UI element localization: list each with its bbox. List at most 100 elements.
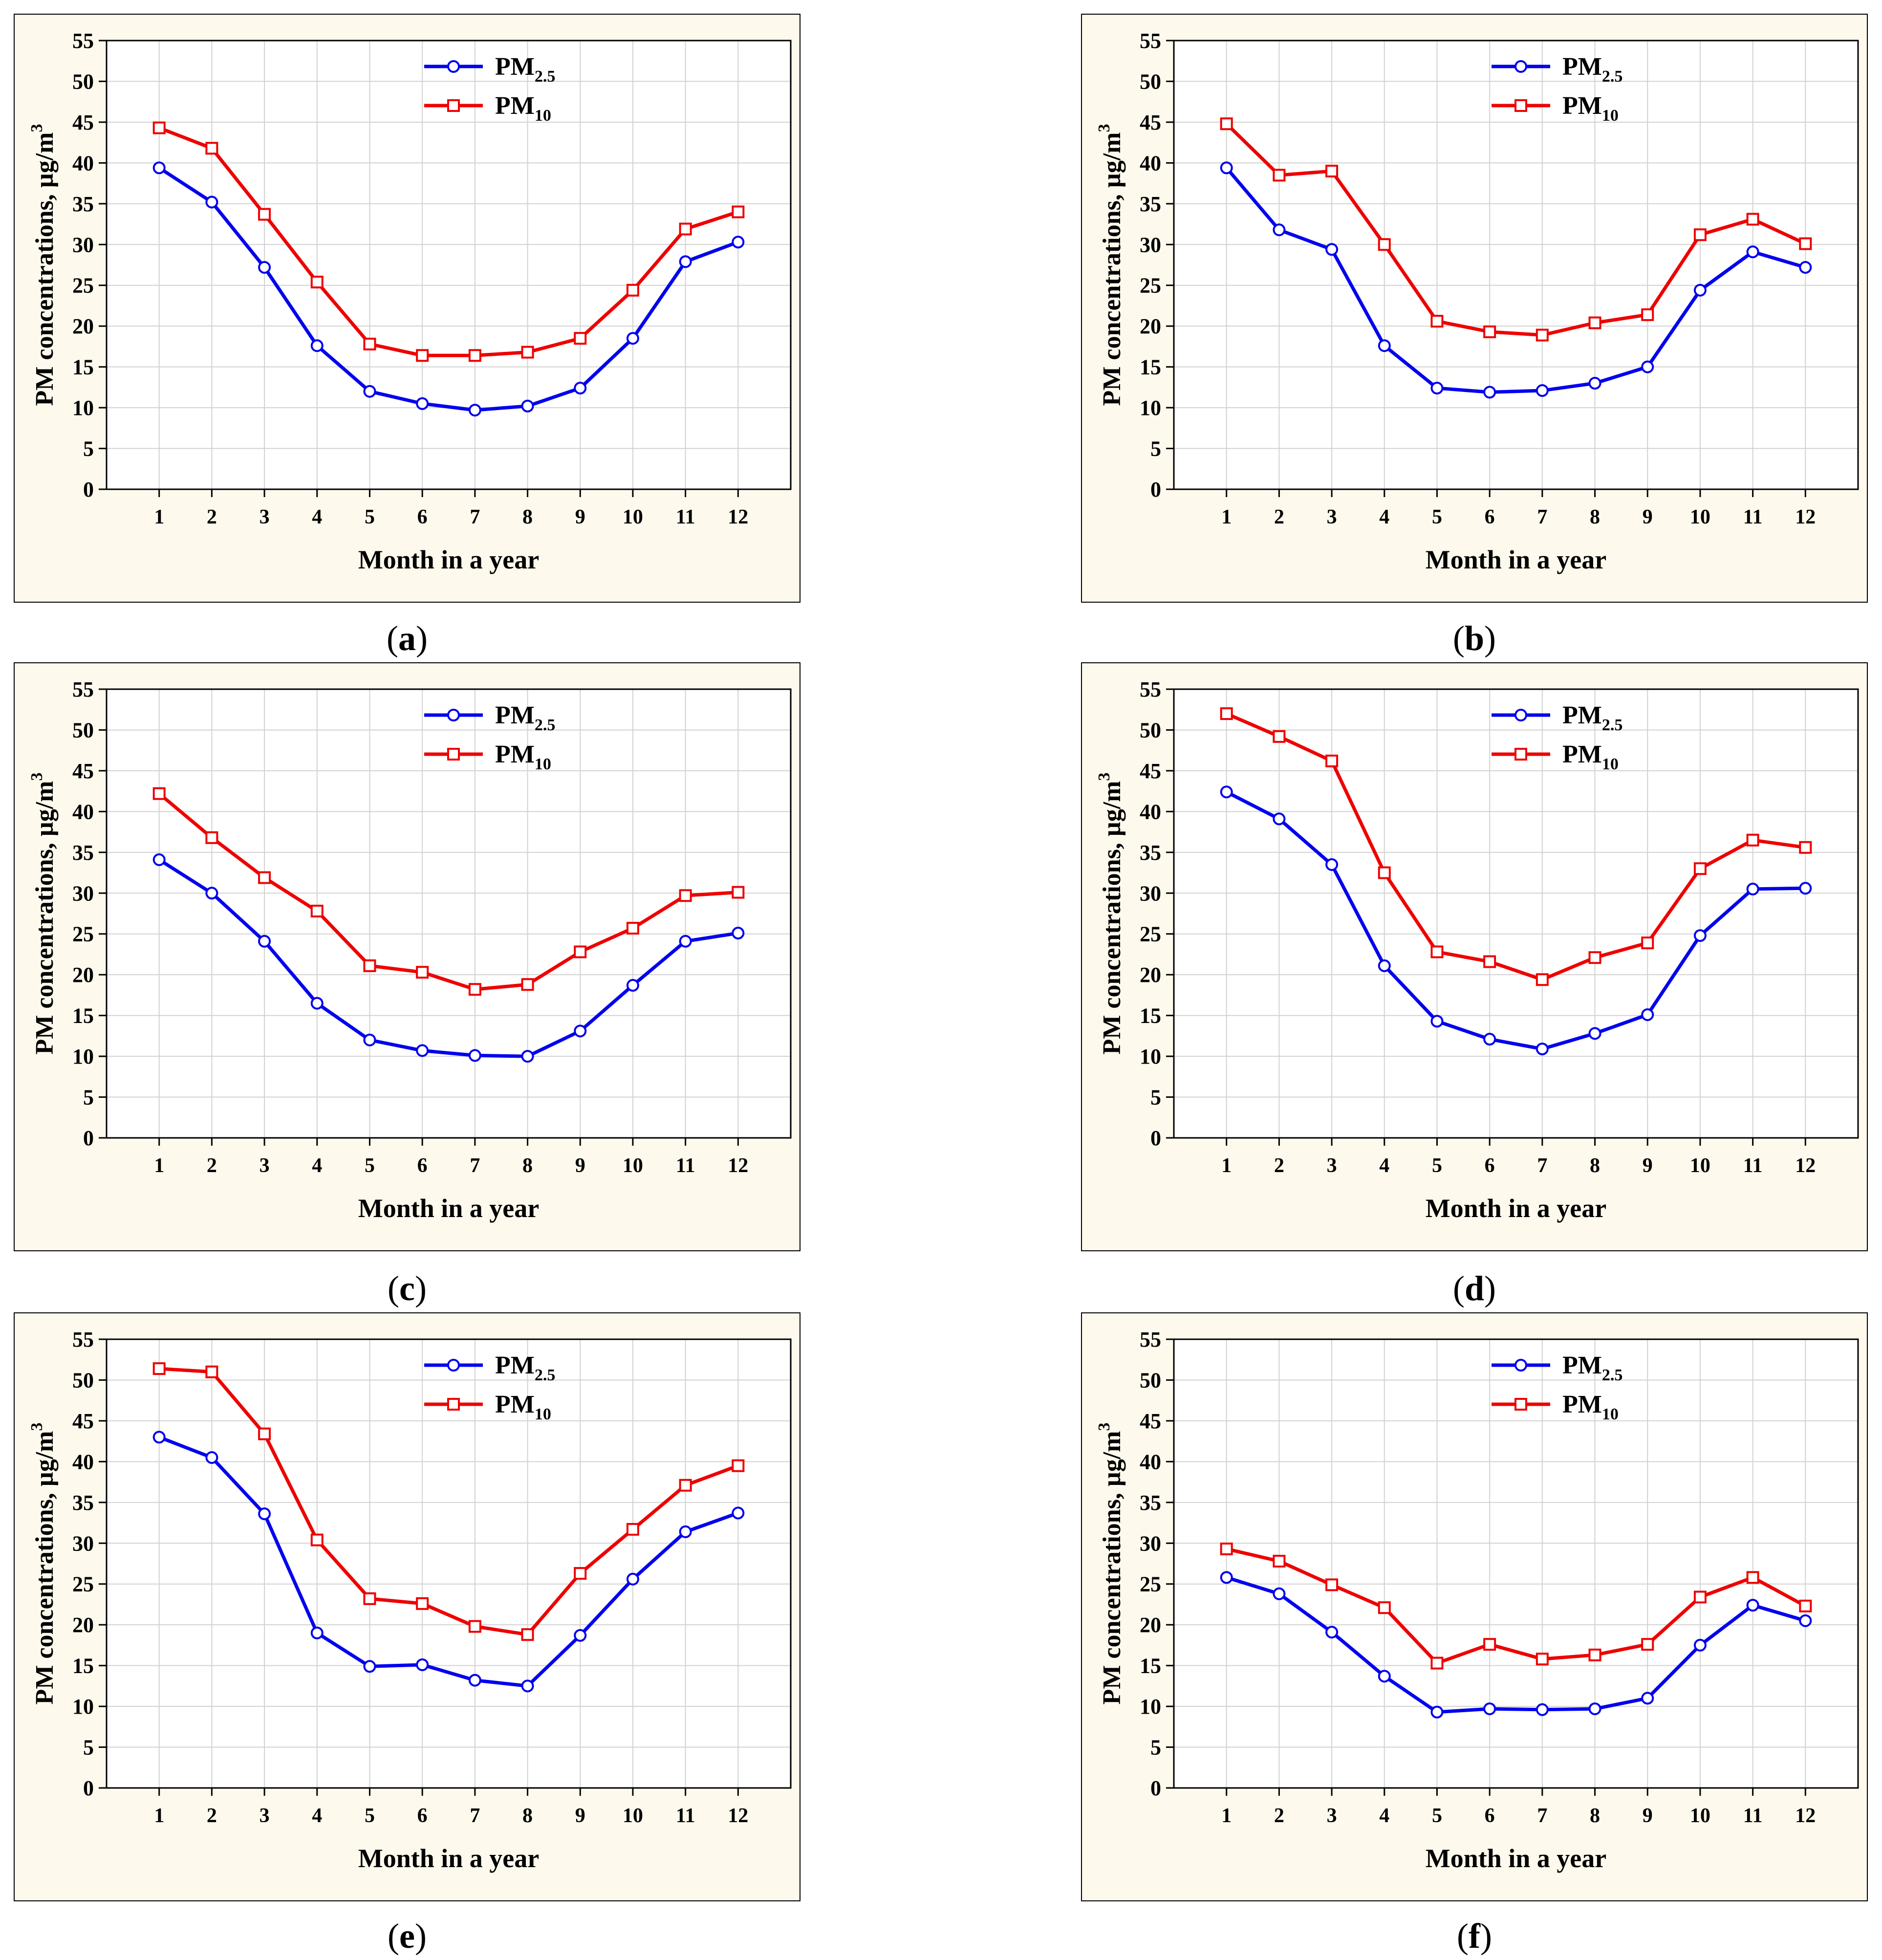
legend-label-text: PM [1562,1391,1602,1418]
data-point [1378,1670,1391,1683]
y-axis-label-text: PM concentrations, µg/m [31,132,59,406]
data-point [574,382,587,395]
data-point [1325,1578,1339,1591]
data-point [626,922,639,935]
y-axis-label: PM concentrations, µg/m3 [1095,773,1126,1055]
data-point [468,1674,481,1687]
x-tick-label: 6 [1485,1154,1495,1177]
x-tick-label: 5 [365,506,375,528]
x-tick-label: 2 [1274,1805,1284,1827]
x-tick-label: 4 [312,1154,322,1177]
data-point [1536,384,1549,397]
data-point [1588,1027,1601,1040]
data-point [679,1479,692,1492]
data-point [468,1049,481,1062]
data-point [1273,1587,1286,1600]
x-tick-label: 11 [1743,1805,1763,1827]
data-point [1746,882,1759,895]
legend: PM2.5 PM10 [424,53,555,125]
data-point [1536,1703,1549,1716]
data-point [1483,1638,1496,1651]
data-point [152,1362,166,1375]
data-point [626,1572,639,1586]
x-tick-label: 2 [207,1154,217,1177]
data-point [1273,812,1286,826]
y-tick-label: 5 [83,1736,94,1760]
legend-label: PM2.5 [495,53,555,86]
data-point [205,142,218,155]
legend-marker [1514,99,1527,112]
caption-f: (f) [1457,1916,1492,1956]
data-point [205,1451,218,1464]
series-pm25 [1220,1571,1812,1719]
y-axis-label-text: PM concentrations, µg/m [31,781,59,1055]
data-point [1273,223,1286,237]
y-tick-label: 30 [72,881,94,905]
series-line [1225,167,1806,394]
data-point [152,121,166,134]
y-tick-label: 55 [72,29,94,53]
y-tick-label: 25 [1140,1572,1161,1596]
data-point [258,261,271,274]
data-point [1273,1554,1286,1568]
legend-label-subscript: 10 [1602,107,1619,125]
data-point [521,399,534,413]
data-point [310,1626,324,1639]
data-point [1378,959,1391,972]
data-point [1430,315,1444,328]
data-point [626,979,639,992]
y-axis-label-superscript: 3 [28,124,46,132]
series-pm10 [1220,707,1812,986]
data-point [416,397,429,410]
data-point [1746,213,1759,226]
data-point [1693,862,1707,875]
series-line [1226,790,1806,1051]
legend-label: PM2.5 [495,1351,555,1384]
data-point [1799,882,1812,895]
x-axis-label: Month in a year [1426,1844,1607,1873]
series-pm25 [152,161,745,417]
data-point [363,1033,376,1046]
y-tick-label: 45 [72,759,94,783]
data-point [679,1525,692,1538]
series-line [1226,712,1806,981]
data-point [416,1597,429,1610]
y-tick-label: 15 [1140,1004,1161,1028]
data-point [363,959,376,972]
data-point [1378,866,1391,879]
y-tick-label: 15 [72,355,94,379]
legend-label: PM2.5 [1562,701,1622,734]
legend-marker [1514,1398,1527,1411]
data-point [1378,1601,1391,1614]
y-tick-label: 0 [83,1126,94,1150]
data-point [1799,261,1812,274]
x-tick-label: 1 [154,1805,164,1827]
y-tick-label: 55 [1140,677,1161,701]
legend-marker [447,1359,460,1372]
x-tick-label: 10 [1690,506,1710,528]
x-tick-label: 6 [417,506,428,528]
x-tick-label: 11 [1743,506,1763,528]
data-point [468,349,481,362]
plot-area [107,41,791,489]
data-point [1325,858,1339,871]
data-point [1693,228,1707,241]
x-tick-label: 8 [522,1154,533,1177]
y-tick-label: 20 [1140,1613,1161,1637]
y-tick-label: 45 [1140,1409,1161,1433]
data-point [732,1459,745,1472]
data-point [1536,1043,1549,1056]
series-line [159,1367,739,1636]
plot-area [107,689,791,1138]
data-point [1799,237,1812,250]
y-tick-label: 50 [1140,69,1161,93]
legend-label: PM10 [495,92,551,125]
plot-frame [106,40,792,490]
data-point [1693,929,1707,942]
data-point [574,945,587,958]
